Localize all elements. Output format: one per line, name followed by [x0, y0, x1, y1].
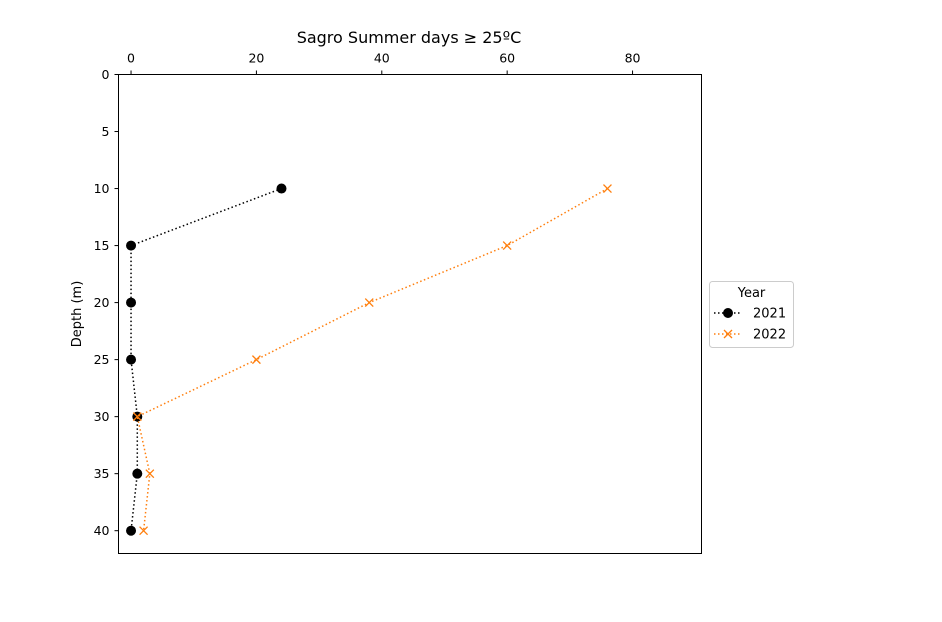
- legend-entry-2022: 2022: [714, 328, 786, 343]
- y-ticks: 0 5 10 15 20 25 30 35 40: [94, 67, 119, 538]
- data-point-2022-stroke: [502, 241, 512, 251]
- chart-title: Sagro Summer days ≥ 25ºC: [297, 28, 522, 47]
- data-point-2021: [132, 468, 143, 479]
- data-point-2022-stroke: [139, 526, 149, 536]
- y-tick-label: 10: [94, 181, 110, 196]
- data-point-2022: [132, 412, 142, 422]
- x-ticks: 0 20 40 60 80: [127, 51, 641, 75]
- legend-label: 2021: [753, 307, 786, 322]
- series-2022: [132, 184, 612, 536]
- y-tick-label: 20: [94, 295, 110, 310]
- data-point-2022: [251, 355, 261, 365]
- legend-marker: [723, 329, 733, 339]
- data-point-2022-stroke: [364, 298, 374, 308]
- data-point-2021: [126, 297, 137, 308]
- data-point-2021: [126, 354, 137, 365]
- plot-frame: [118, 74, 702, 554]
- data-point-2022: [145, 469, 155, 479]
- data-point-2021: [276, 183, 287, 194]
- data-point-2022-stroke: [145, 469, 155, 479]
- x-tick-label: 20: [248, 51, 264, 66]
- data-point-2021: [126, 240, 137, 251]
- legend-entry-2021: 2021: [714, 307, 786, 322]
- series-2021: [126, 183, 287, 536]
- y-tick-label: 35: [94, 466, 110, 481]
- y-tick-label: 40: [94, 523, 110, 538]
- y-tick-label: 25: [94, 352, 110, 367]
- y-axis-label: Depth (m): [70, 281, 85, 348]
- x-tick-label: 80: [625, 51, 641, 66]
- series-line-2022: [136, 187, 608, 531]
- data-point-2022: [502, 241, 512, 251]
- title-layer: Sagro Summer days ≥ 25ºC Depth (m): [70, 28, 521, 347]
- data-point-2022-stroke: [251, 355, 261, 365]
- x-tick-label: 60: [499, 51, 515, 66]
- series-line-2021: [130, 187, 282, 531]
- x-tick-label: 0: [127, 51, 135, 66]
- legend-entries: 2021 2022: [714, 307, 786, 343]
- series-layer: [126, 183, 612, 536]
- legend-label: 2022: [753, 328, 786, 343]
- data-point-2022-stroke: [603, 184, 612, 194]
- y-tick-label: 15: [94, 238, 110, 253]
- data-point-2022: [603, 184, 612, 194]
- data-point-2022-stroke: [132, 412, 142, 422]
- data-point-2021: [126, 525, 137, 536]
- x-tick-label: 40: [374, 51, 390, 66]
- y-tick-label: 0: [102, 67, 110, 82]
- y-tick-label: 30: [94, 409, 110, 424]
- data-point-2022: [139, 526, 149, 536]
- y-tick-label: 5: [102, 124, 110, 139]
- legend-title: Year: [737, 286, 766, 301]
- data-point-2022: [364, 298, 374, 308]
- legend: Year 2021 2022: [709, 281, 794, 348]
- legend-marker: [723, 308, 733, 318]
- legend-marker-stroke: [723, 329, 733, 339]
